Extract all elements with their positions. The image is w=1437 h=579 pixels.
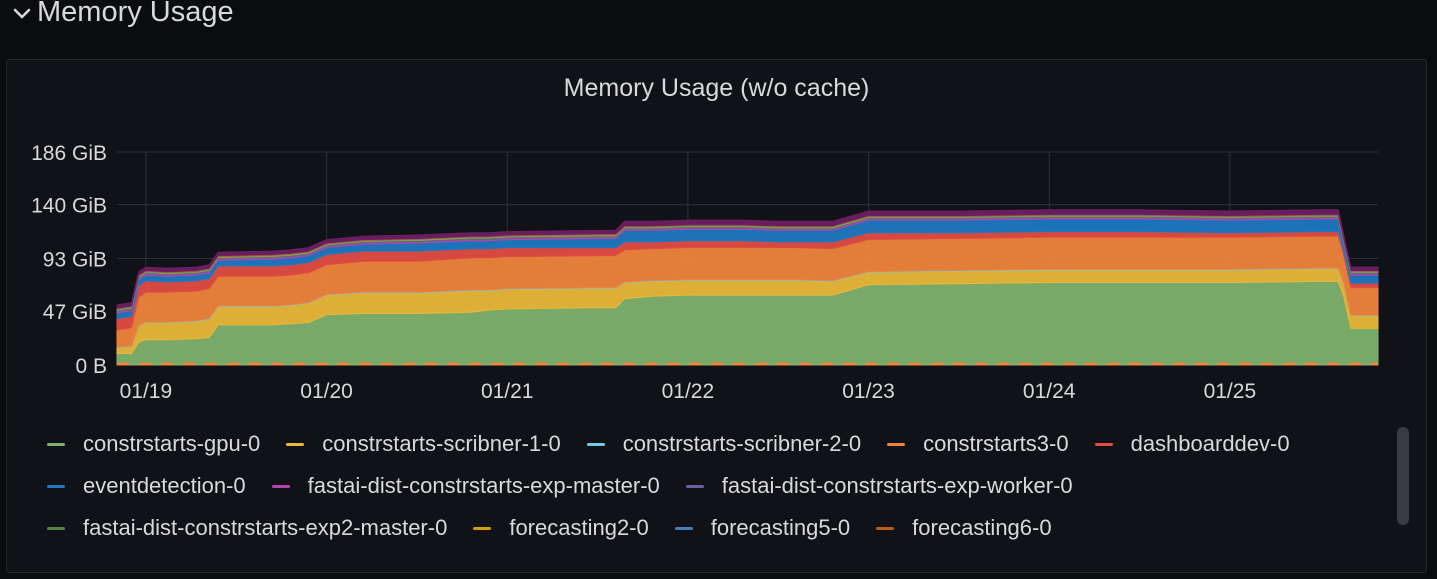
legend-swatch bbox=[47, 526, 65, 530]
legend-label: constrstarts-gpu-0 bbox=[83, 431, 261, 456]
legend-swatch bbox=[271, 484, 290, 488]
legend-item[interactable]: forecasting6-0 bbox=[876, 515, 1052, 541]
legend-swatch bbox=[47, 442, 65, 446]
y-tick-label: 93 GiB bbox=[43, 249, 107, 272]
legend-label: constrstarts3-0 bbox=[923, 431, 1069, 456]
x-tick-label: 01/25 bbox=[1204, 380, 1257, 403]
legend-item[interactable]: eventdetection-0 bbox=[47, 473, 246, 499]
x-tick-label: 01/19 bbox=[120, 380, 173, 403]
legend-item[interactable]: forecasting2-0 bbox=[473, 515, 649, 541]
y-tick-label: 140 GiB bbox=[31, 195, 107, 218]
legend-label: constrstarts-scribner-2-0 bbox=[622, 431, 862, 456]
legend-label: forecasting5-0 bbox=[710, 515, 851, 540]
y-tick-label: 186 GiB bbox=[31, 142, 107, 165]
x-tick-label: 01/22 bbox=[662, 380, 715, 403]
legend-item[interactable]: constrstarts3-0 bbox=[887, 431, 1069, 457]
chart-panel: Memory Usage (w/o cache) 0 B 47 GiB 93 GiB… bbox=[6, 59, 1427, 573]
legend-label: forecasting2-0 bbox=[509, 515, 649, 540]
legend-swatch bbox=[286, 442, 305, 446]
y-tick-label: 0 B bbox=[75, 355, 107, 378]
legend-label: fastai-dist-constrstarts-exp2-master-0 bbox=[83, 515, 448, 540]
legend-item[interactable]: forecasting5-0 bbox=[674, 515, 851, 541]
legend-label: dashboarddev-0 bbox=[1130, 431, 1290, 456]
legend-swatch bbox=[473, 526, 492, 530]
legend-item[interactable]: fastai-dist-constrstarts-exp-master-0 bbox=[271, 473, 660, 499]
legend: constrstarts-gpu-0 constrstarts-scribner-… bbox=[47, 423, 1387, 549]
x-tick-label: 01/23 bbox=[842, 380, 895, 403]
legend-item[interactable]: constrstarts-scribner-1-0 bbox=[286, 431, 561, 457]
legend-item[interactable]: fastai-dist-constrstarts-exp2-master-0 bbox=[47, 515, 447, 541]
legend-swatch bbox=[1094, 442, 1113, 446]
series-area bbox=[116, 209, 1379, 309]
chevron-down-icon[interactable] bbox=[12, 2, 32, 24]
legend-swatch bbox=[685, 484, 704, 488]
legend-label: eventdetection-0 bbox=[83, 473, 246, 498]
legend-scrollbar[interactable] bbox=[1397, 427, 1409, 525]
legend-row: eventdetection-0 fastai-dist-constrstarts… bbox=[47, 465, 1387, 507]
y-tick-label: 47 GiB bbox=[43, 301, 107, 324]
row-title[interactable]: Memory Usage bbox=[37, 0, 234, 28]
legend-item[interactable]: constrstarts-scribner-2-0 bbox=[586, 431, 862, 457]
x-tick-label: 01/24 bbox=[1023, 380, 1076, 403]
chart-plot[interactable]: 0 B 47 GiB 93 GiB 140 GiB 186 GiB 01/19 01/20 0… bbox=[7, 60, 1428, 574]
legend-swatch bbox=[586, 442, 605, 446]
legend-label: constrstarts-scribner-1-0 bbox=[322, 431, 561, 456]
legend-label: fastai-dist-constrstarts-exp-worker-0 bbox=[721, 473, 1073, 498]
legend-label: forecasting6-0 bbox=[912, 515, 1052, 540]
panel-title[interactable]: Memory Usage (w/o cache) bbox=[563, 74, 870, 102]
legend-item[interactable]: constrstarts-gpu-0 bbox=[47, 431, 260, 457]
legend-row: constrstarts-gpu-0 constrstarts-scribner-… bbox=[47, 423, 1387, 465]
row-header[interactable]: Memory Usage bbox=[0, 0, 1437, 40]
x-tick-label: 01/21 bbox=[481, 380, 534, 403]
legend-swatch bbox=[887, 442, 906, 446]
legend-swatch bbox=[876, 526, 895, 530]
legend-row: fastai-dist-constrstarts-exp2-master-0 fo… bbox=[47, 507, 1387, 549]
legend-item[interactable]: fastai-dist-constrstarts-exp-worker-0 bbox=[685, 473, 1073, 499]
x-tick-label: 01/20 bbox=[300, 380, 353, 403]
legend-item[interactable]: dashboarddev-0 bbox=[1094, 431, 1290, 457]
legend-label: fastai-dist-constrstarts-exp-master-0 bbox=[307, 473, 660, 498]
legend-swatch bbox=[47, 484, 65, 488]
legend-swatch bbox=[674, 526, 693, 530]
